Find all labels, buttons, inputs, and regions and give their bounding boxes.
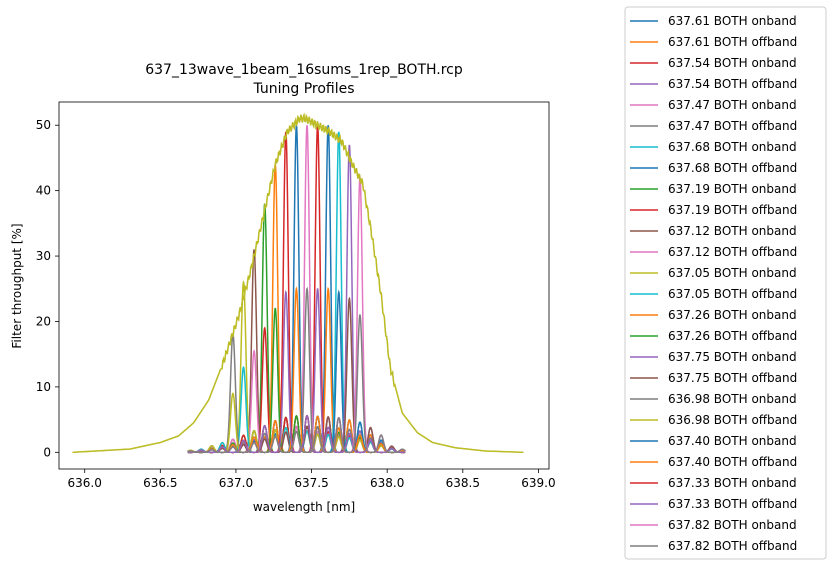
series-line-14	[187, 164, 406, 454]
y-tick-label: 30	[36, 249, 51, 263]
legend-label: 637.12 BOTH onband	[668, 224, 797, 238]
legend-label: 637.33 BOTH onband	[668, 476, 797, 490]
legend-label: 637.47 BOTH offband	[668, 119, 797, 133]
y-tick-label: 0	[43, 445, 51, 459]
legend-label: 637.05 BOTH onband	[668, 266, 797, 280]
legend-label: 637.05 BOTH offband	[668, 287, 797, 301]
x-tick-label: 638.5	[446, 476, 480, 490]
x-axis: 636.0 636.5 637.0 637.5 638.0 638.5 639.0	[68, 469, 556, 490]
legend-label: 637.19 BOTH onband	[668, 182, 797, 196]
legend-label: 637.40 BOTH onband	[668, 434, 797, 448]
legend-label: 637.82 BOTH offband	[668, 539, 797, 553]
series-line-24	[187, 177, 406, 454]
legend-label: 636.98 BOTH offband	[668, 413, 797, 427]
x-tick-label: 638.0	[370, 476, 404, 490]
legend-label: 637.33 BOTH offband	[668, 497, 797, 511]
chart-title: 637_13wave_1beam_16sums_1rep_BOTH.rcp	[145, 62, 463, 78]
plot-area	[72, 112, 524, 454]
prefilter-line	[72, 112, 524, 454]
series-line-10	[187, 249, 406, 454]
plot-frame	[58, 101, 550, 470]
legend-label: 637.47 BOTH onband	[668, 98, 797, 112]
chart-subtitle: Tuning Profiles	[252, 81, 354, 97]
x-tick-label: 637.0	[219, 476, 253, 490]
legend-label: 637.75 BOTH onband	[668, 350, 797, 364]
legend-label: 637.61 BOTH offband	[668, 35, 797, 49]
series-line-23	[187, 290, 406, 454]
legend-label: 637.68 BOTH offband	[668, 161, 797, 175]
legend-label: 637.61 BOTH onband	[668, 14, 797, 28]
series-line-16	[187, 144, 406, 454]
legend-label: 637.68 BOTH onband	[668, 140, 797, 154]
y-tick-label: 20	[36, 314, 51, 328]
y-tick-label: 50	[36, 118, 51, 132]
y-axis: 0 10 20 30 40 50	[36, 118, 59, 459]
legend-label: 637.54 BOTH onband	[668, 56, 797, 70]
series-line-25	[187, 314, 406, 454]
legend: 637.61 BOTH onband 637.61 BOTH offband 637…	[624, 6, 827, 560]
legend-label: 637.26 BOTH offband	[668, 329, 797, 343]
series-line-17	[187, 296, 406, 454]
y-tick-label: 40	[36, 184, 51, 198]
x-axis-label: wavelength [nm]	[253, 500, 355, 514]
legend-label: 637.82 BOTH onband	[668, 518, 797, 532]
legend-label: 636.98 BOTH onband	[668, 392, 797, 406]
legend-label: 637.26 BOTH onband	[668, 308, 797, 322]
legend-label: 637.75 BOTH offband	[668, 371, 797, 385]
legend-box	[624, 6, 827, 560]
legend-label: 637.12 BOTH offband	[668, 245, 797, 259]
y-axis-label: Filter throughput [%]	[10, 223, 24, 348]
x-tick-label: 636.5	[143, 476, 177, 490]
legend-label: 637.19 BOTH offband	[668, 203, 797, 217]
x-tick-label: 639.0	[521, 476, 555, 490]
y-tick-label: 10	[36, 380, 51, 394]
x-tick-label: 637.5	[294, 476, 328, 490]
x-tick-label: 636.0	[68, 476, 102, 490]
legend-label: 637.54 BOTH offband	[668, 77, 797, 91]
legend-label: 637.40 BOTH offband	[668, 455, 797, 469]
